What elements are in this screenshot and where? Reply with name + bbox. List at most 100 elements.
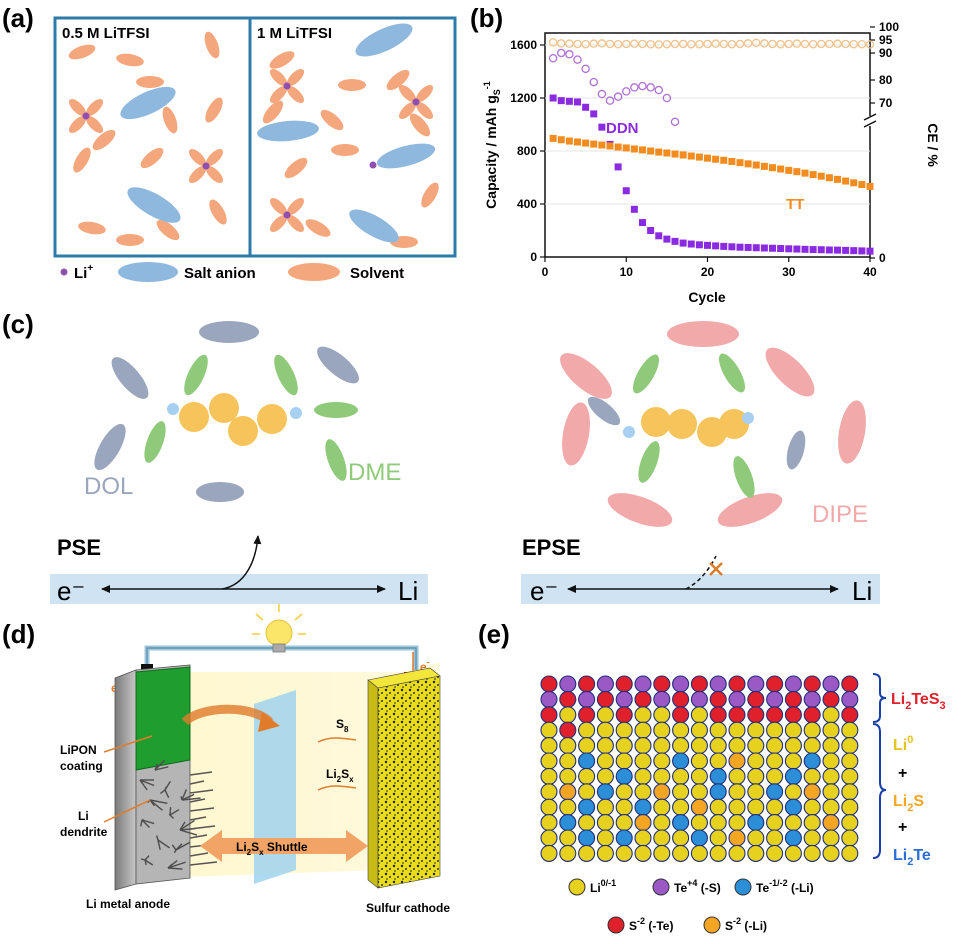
data-point: [704, 241, 711, 249]
data-point: [598, 123, 606, 131]
lattice-atom: [690, 767, 708, 785]
lattice-atom: [540, 737, 558, 755]
dendrite-branch: [141, 819, 155, 825]
ce-tick-label: 100: [879, 20, 899, 34]
lattice-atom: [672, 814, 690, 832]
data-point: [801, 245, 809, 253]
lattice-atom: [747, 706, 765, 724]
outer-solvent: [560, 353, 612, 399]
li-anode-side: [114, 669, 137, 891]
lattice-atom: [634, 721, 652, 739]
data-point: [647, 147, 655, 155]
ce-tick-label: 70: [879, 96, 893, 110]
dendrite-branch: [169, 807, 172, 816]
dendrite-branch: [164, 789, 170, 799]
lattice-atom: [615, 767, 633, 785]
lattice-atom: [784, 767, 802, 785]
outer-solvent: [317, 346, 359, 384]
data-point: [557, 39, 566, 48]
lattice-atom: [596, 721, 614, 739]
lattice-atom: [578, 752, 596, 770]
lattice-atom: [766, 752, 784, 770]
coordinated-solvent: [286, 214, 305, 233]
data-point: [825, 246, 833, 254]
outer-solvent: [765, 347, 815, 397]
lattice-atom: [690, 721, 708, 739]
data-point: [695, 153, 703, 161]
lattice-atom: [709, 767, 727, 785]
y-tick-label: 400: [517, 197, 537, 211]
lattice-atom: [728, 721, 746, 739]
dendrite-branch: [167, 867, 183, 870]
lattice-atom: [784, 752, 802, 770]
data-point: [809, 246, 817, 254]
lattice-atom: [615, 690, 633, 708]
x-tick-label: 20: [701, 265, 715, 279]
data-point: [776, 39, 785, 49]
series-label-ddn: DDN: [606, 120, 639, 137]
data-point: [613, 92, 623, 101]
solvent-molecule: [78, 221, 106, 235]
data-point: [785, 166, 793, 174]
ce-tick-label: 95: [879, 33, 893, 47]
dendrite-branch: [154, 766, 169, 771]
dme-molecule: [274, 354, 298, 396]
solvent-molecule: [386, 69, 410, 91]
lattice-atom: [559, 767, 577, 785]
lattice-atom: [766, 690, 784, 708]
data-point: [720, 242, 728, 250]
lattice-atom: [766, 814, 784, 832]
data-point: [777, 165, 785, 173]
lattice-atom: [653, 706, 671, 724]
data-point: [606, 142, 614, 150]
pse-li-label: Li: [398, 576, 418, 606]
data-point: [784, 39, 794, 49]
data-point: [655, 232, 663, 240]
lattice-atom: [747, 737, 765, 755]
lattice-atom: [615, 721, 633, 739]
data-point: [654, 40, 664, 49]
data-point: [728, 243, 736, 251]
data-point: [663, 149, 671, 157]
lattice-atom: [766, 783, 784, 801]
lattice-atom: [709, 783, 727, 801]
lattice-atom: [690, 706, 708, 724]
lattice-atom: [578, 829, 596, 847]
solvent-molecule: [156, 219, 180, 241]
lattice-atom: [747, 690, 765, 708]
lattice-atom: [747, 844, 765, 862]
legend-li-label: Li+: [74, 263, 93, 282]
dendrite-branch: [169, 814, 175, 819]
dendrite-pointer: [103, 799, 151, 823]
lattice-atom: [615, 783, 633, 801]
salt-anion: [355, 23, 413, 57]
data-point: [565, 137, 573, 145]
lattice-atom: [540, 675, 558, 693]
sulfur-cathode-side: [367, 679, 379, 889]
dendrite-tip: [189, 807, 215, 812]
li-ion: [412, 98, 420, 106]
li-ion: [283, 82, 291, 90]
data-point: [630, 39, 639, 48]
panel-a: 0.5 M LiTFSI 1 M LiTFSI Li+ Salt anion S…: [53, 16, 457, 282]
lattice-atom: [672, 752, 690, 770]
data-point: [793, 245, 801, 253]
lattice-atom: [615, 752, 633, 770]
data-point: [597, 39, 607, 48]
lattice-atom: [690, 844, 708, 862]
salt-anion: [376, 143, 436, 169]
lattice-atom: [728, 814, 746, 832]
data-point: [565, 97, 573, 105]
data-point: [736, 159, 744, 167]
coordinated-solvent: [398, 84, 417, 103]
atom-lattice: [540, 675, 859, 862]
coordinated-solvent: [188, 165, 207, 184]
dendrite-branch: [181, 797, 201, 801]
data-point: [613, 39, 623, 49]
solvent-molecule: [409, 113, 431, 137]
lattice-atom: [841, 829, 859, 847]
data-point: [866, 247, 874, 255]
lattice-atom: [709, 706, 727, 724]
polysulfide-atom: [257, 404, 287, 434]
outer-solvent: [111, 357, 149, 399]
